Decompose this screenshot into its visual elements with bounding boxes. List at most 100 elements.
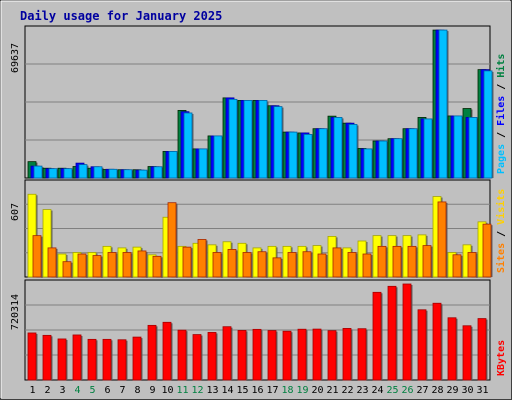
- x-tick-label: 12: [191, 385, 203, 396]
- hits-bar-pages: [63, 168, 73, 179]
- hits-bar-pages: [408, 128, 418, 179]
- kbytes-bar-kbytes: [252, 328, 262, 381]
- visits-bar-sites: [167, 202, 177, 278]
- kbytes-bar-kbytes: [447, 317, 457, 381]
- x-tick-label: 14: [221, 385, 233, 396]
- hits-bar-pages: [303, 134, 313, 179]
- x-tick-label: 18: [281, 385, 293, 396]
- hits-panel: 69637 Pages / Files / Hits: [10, 25, 507, 179]
- visits-bar-sites: [92, 255, 102, 278]
- visits-bar-sites: [347, 252, 357, 278]
- legend-sites: Sites: [495, 243, 507, 273]
- x-tick-label: 20: [311, 385, 323, 396]
- x-tick-label: 27: [416, 385, 428, 396]
- hits-bar-pages: [438, 29, 448, 179]
- hits-bar-pages: [243, 100, 253, 179]
- x-tick-label: 29: [446, 385, 458, 396]
- legend-hits: Hits: [495, 54, 507, 78]
- kbytes-bar-kbytes: [282, 330, 292, 381]
- kbytes-bar-kbytes: [192, 334, 202, 381]
- legend-separator: /: [496, 225, 507, 243]
- kbytes-bar-kbytes: [87, 338, 97, 381]
- visits-bar-sites: [407, 245, 417, 278]
- kbytes-bar-kbytes: [177, 329, 187, 381]
- visits-bar-visits: [42, 209, 52, 278]
- hits-bar-pages: [258, 100, 268, 179]
- hits-bar-pages: [393, 138, 403, 179]
- visits-bar-sites: [137, 250, 147, 278]
- x-tick-label: 26: [401, 385, 413, 396]
- hits-bar-pages: [363, 148, 373, 179]
- legend-files: Files: [495, 96, 507, 126]
- visits-bar-sites: [107, 252, 117, 278]
- kbytes-bar-kbytes: [147, 324, 157, 381]
- visits-bar-sites: [482, 223, 492, 278]
- hits-bar-pages: [333, 117, 343, 179]
- hits-legend: Pages / Files / Hits: [495, 54, 507, 174]
- hits-bar-pages: [318, 128, 328, 179]
- visits-legend-text: Sites / Visits: [495, 189, 507, 273]
- visits-bar-sites: [377, 245, 387, 278]
- visits-bar-sites: [392, 245, 402, 278]
- visits-bar-sites: [212, 252, 222, 278]
- kbytes-bar-kbytes: [417, 309, 427, 381]
- hits-bar-pages: [228, 98, 238, 179]
- hits-bar-pages: [423, 118, 433, 179]
- visits-bar-sites: [122, 252, 132, 278]
- kbytes-bar-kbytes: [312, 328, 322, 381]
- visits-bar-sites: [242, 252, 252, 278]
- visits-bar-sites: [287, 252, 297, 278]
- visits-bar-sites: [62, 261, 72, 278]
- x-tick-label: 21: [326, 385, 338, 396]
- hits-bar-pages: [273, 106, 283, 179]
- x-axis-day-labels: 1 2 3 4 5 6 7 8 9 10 11 12 13 14 15 16 17 18 19 20 21 22 23 24 2…: [29, 385, 488, 396]
- x-tick-label: 6: [104, 385, 110, 396]
- kbytes-bar-kbytes: [207, 332, 217, 381]
- legend-pages: Pages: [496, 144, 507, 174]
- legend-separator: /: [496, 126, 507, 144]
- visits-bar-sites: [317, 253, 327, 278]
- hits-bar-pages: [348, 124, 358, 179]
- kbytes-bar-kbytes: [162, 321, 172, 381]
- visits-bar-sites: [437, 201, 447, 278]
- kbytes-bar-kbytes: [132, 336, 142, 381]
- kbytes-legend-text: KBytes: [496, 340, 507, 376]
- kbytes-bar-kbytes: [117, 339, 127, 381]
- hits-bar-pages: [138, 169, 148, 179]
- visits-bar-sites: [197, 239, 207, 278]
- hits-bar-pages: [213, 135, 223, 179]
- visits-bar-sites: [32, 235, 42, 278]
- kbytes-bar-kbytes: [342, 328, 352, 381]
- kbytes-ymax-label: 720314: [10, 294, 21, 330]
- kbytes-bar-kbytes: [222, 326, 232, 381]
- visits-bar-sites: [227, 249, 237, 278]
- hits-bar-pages: [33, 165, 43, 179]
- kbytes-bar-kbytes: [402, 283, 412, 381]
- kbytes-bar-kbytes: [42, 334, 52, 381]
- visits-bar-sites: [362, 253, 372, 278]
- hits-bar-pages: [93, 166, 103, 179]
- kbytes-bar-kbytes: [357, 328, 367, 381]
- visits-bar-sites: [272, 257, 282, 278]
- hits-bar-pages: [78, 164, 88, 179]
- hits-bar-pages: [48, 168, 58, 179]
- hits-bar-pages: [183, 112, 193, 179]
- hits-bar-pages: [168, 151, 178, 179]
- kbytes-bar-kbytes: [237, 330, 247, 381]
- legend-separator: /: [496, 78, 507, 96]
- hits-bar-pages: [453, 115, 463, 179]
- x-tick-label: 30: [461, 385, 473, 396]
- visits-bar-sites: [452, 254, 462, 278]
- x-tick-label: 3: [59, 385, 65, 396]
- kbytes-bar-kbytes: [27, 332, 37, 381]
- kbytes-bar-kbytes: [477, 318, 487, 381]
- x-tick-label: 22: [341, 385, 353, 396]
- kbytes-bar-kbytes: [102, 338, 112, 381]
- kbytes-bar-kbytes: [372, 291, 382, 381]
- x-tick-label: 2: [44, 385, 50, 396]
- visits-bar-sites: [152, 255, 162, 278]
- kbytes-bar-kbytes: [57, 338, 67, 381]
- x-tick-label: 17: [266, 385, 278, 396]
- hits-bar-pages: [483, 70, 493, 179]
- kbytes-panel: 720314 KBytes: [10, 279, 507, 381]
